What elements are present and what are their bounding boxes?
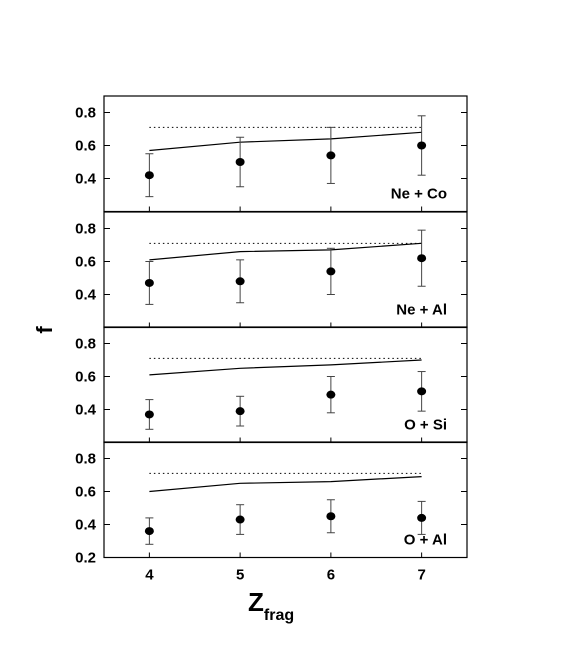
y-tick-label: 0.4 bbox=[75, 287, 97, 304]
y-axis-title: f bbox=[32, 326, 57, 334]
x-axis: 4 5 6 7 bbox=[145, 567, 426, 584]
x-axis-title-main: Z bbox=[248, 587, 264, 617]
data-point bbox=[144, 527, 154, 536]
x-tick-label: 7 bbox=[417, 567, 425, 584]
x-tick-label: 4 bbox=[145, 567, 154, 584]
panel-1: 0.4 0.6 0.8 Ne + Co bbox=[75, 95, 468, 213]
model-curve bbox=[149, 242, 422, 261]
y-tick-label: 0.6 bbox=[75, 254, 96, 271]
x-axis-title: Zfrag bbox=[248, 587, 294, 624]
model-curve bbox=[149, 359, 422, 376]
panel-label: O + Al bbox=[404, 532, 447, 549]
y-tick-label: 0.2 bbox=[75, 550, 96, 567]
x-tick-label: 6 bbox=[327, 567, 335, 584]
panel-label: O + Si bbox=[404, 417, 447, 434]
model-curve bbox=[149, 476, 422, 493]
data-point bbox=[235, 515, 245, 524]
data-point bbox=[326, 267, 336, 276]
y-tick-label: 0.6 bbox=[75, 484, 96, 501]
y-tick-label: 0.4 bbox=[75, 171, 97, 188]
data-point bbox=[326, 390, 336, 399]
data-point bbox=[417, 513, 427, 522]
x-tick-label: 5 bbox=[236, 567, 244, 584]
data-point bbox=[417, 387, 427, 396]
data-point bbox=[235, 158, 245, 166]
y-tick-label: 0.4 bbox=[75, 517, 97, 534]
data-point bbox=[235, 277, 245, 286]
y-tick-label: 0.8 bbox=[75, 336, 96, 353]
data-point bbox=[326, 512, 336, 521]
y-tick-label: 0.6 bbox=[75, 138, 96, 155]
panel-label: Ne + Co bbox=[391, 186, 447, 203]
y-tick-label: 0.8 bbox=[75, 451, 96, 468]
x-axis-title-subscript: frag bbox=[264, 607, 294, 624]
data-point bbox=[144, 171, 154, 180]
y-tick-label: 0.4 bbox=[75, 402, 97, 419]
panel-3: 0.4 0.6 0.8 O + Si bbox=[75, 326, 468, 444]
y-tick-label: 0.8 bbox=[75, 105, 96, 122]
panels-group: 0.40.60.8Ne + Co0.40.60.8Ne + Al0.40.60.… bbox=[75, 95, 468, 567]
data-point bbox=[144, 278, 154, 287]
y-tick-label: 0.8 bbox=[75, 221, 96, 238]
data-point bbox=[235, 407, 245, 416]
panel-2: 0.4 0.6 0.8 Ne + Al bbox=[75, 211, 468, 329]
panel-4: 0.2 0.4 0.6 0.8 O + Al bbox=[75, 441, 468, 567]
data-point bbox=[417, 254, 427, 263]
data-point bbox=[326, 151, 336, 160]
panel-frame bbox=[103, 441, 468, 559]
data-point bbox=[144, 410, 154, 419]
data-point bbox=[417, 141, 427, 150]
panel-label: Ne + Al bbox=[396, 302, 447, 319]
model-curve bbox=[149, 131, 422, 152]
y-tick-label: 0.6 bbox=[75, 369, 96, 386]
